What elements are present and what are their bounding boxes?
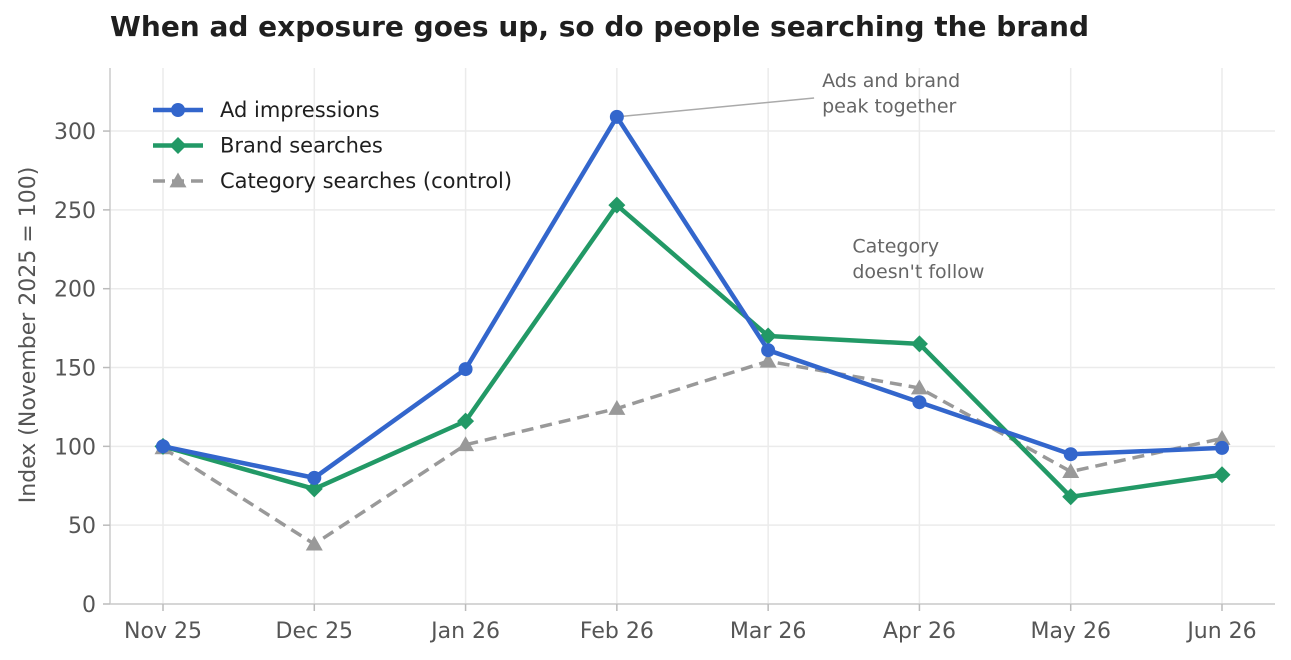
y-tick-label: 200 (54, 278, 96, 303)
series-0 (156, 109, 1229, 485)
annotation-connector (616, 97, 815, 118)
legend: Ad impressions Brand searches Category sea… (153, 98, 512, 193)
legend-marker (171, 103, 185, 117)
x-tick-label: May 26 (1030, 619, 1110, 644)
legend-label: Ad impressions (220, 98, 380, 122)
legend-label: Category searches (control) (220, 169, 512, 193)
data-point (457, 412, 475, 430)
annotation: Category doesn't follow (852, 235, 984, 283)
y-tick-label: 100 (54, 435, 96, 460)
y-tick-label: 150 (54, 357, 96, 382)
data-point (305, 535, 323, 551)
x-tick-label: Feb 26 (580, 619, 654, 644)
data-point (608, 400, 626, 415)
annotation-text: doesn't follow (852, 261, 984, 283)
data-point (1062, 463, 1080, 478)
y-axis-label: Index (November 2025 = 100) (16, 167, 41, 504)
legend-item: Brand searches (153, 134, 383, 158)
data-point (307, 470, 322, 485)
data-point (609, 109, 624, 124)
data-point (1063, 447, 1078, 462)
x-tick-label: Jun 26 (1185, 619, 1256, 644)
x-tick-label: Mar 26 (730, 619, 807, 644)
y-tick-labels: 0 50 100 150 200 250 300 (54, 120, 110, 618)
x-tick-label: Dec 25 (276, 619, 354, 644)
legend-label: Brand searches (220, 134, 383, 158)
legend-marker (169, 172, 187, 188)
data-point (1213, 466, 1231, 484)
series-line (160, 114, 1225, 481)
series-line (160, 202, 1225, 500)
data-point (759, 352, 777, 368)
y-tick-label: 250 (54, 199, 96, 224)
legend-item: Category searches (control) (153, 169, 512, 193)
x-tick-label: Apr 26 (883, 619, 956, 644)
data-point (1062, 488, 1080, 506)
x-tick-label: Nov 25 (124, 619, 202, 644)
data-point (910, 335, 928, 353)
x-tick-label: Jan 26 (429, 619, 500, 644)
data-point (156, 439, 170, 454)
data-point (912, 395, 927, 410)
data-point (1213, 429, 1231, 445)
y-tick-label: 0 (82, 593, 96, 618)
data-point (761, 343, 776, 358)
annotations: Ads and brand peak together Category doesn'… (616, 70, 984, 283)
y-tick-label: 50 (68, 514, 96, 539)
data-point (457, 436, 475, 452)
annotation-text: peak together (822, 95, 956, 117)
annotation: Ads and brand peak together (616, 70, 960, 118)
annotation-text: Ads and brand (822, 70, 960, 92)
data-point (1215, 440, 1229, 455)
series-layer (154, 109, 1231, 551)
legend-item: Ad impressions (153, 98, 380, 122)
chart-title: When ad exposure goes up, so do people s… (110, 10, 1089, 43)
data-point (458, 362, 473, 377)
series-line (162, 359, 1223, 546)
x-tick-labels: Nov 25 Dec 25 Jan 26 Feb 26 Mar 26 Apr 26 May … (124, 604, 1257, 644)
y-tick-label: 300 (54, 120, 96, 145)
data-point (305, 480, 323, 498)
data-point (910, 379, 928, 395)
data-point (608, 196, 626, 214)
annotation-text: Category (852, 235, 939, 257)
axes (109, 68, 1275, 605)
legend-marker (169, 137, 187, 154)
